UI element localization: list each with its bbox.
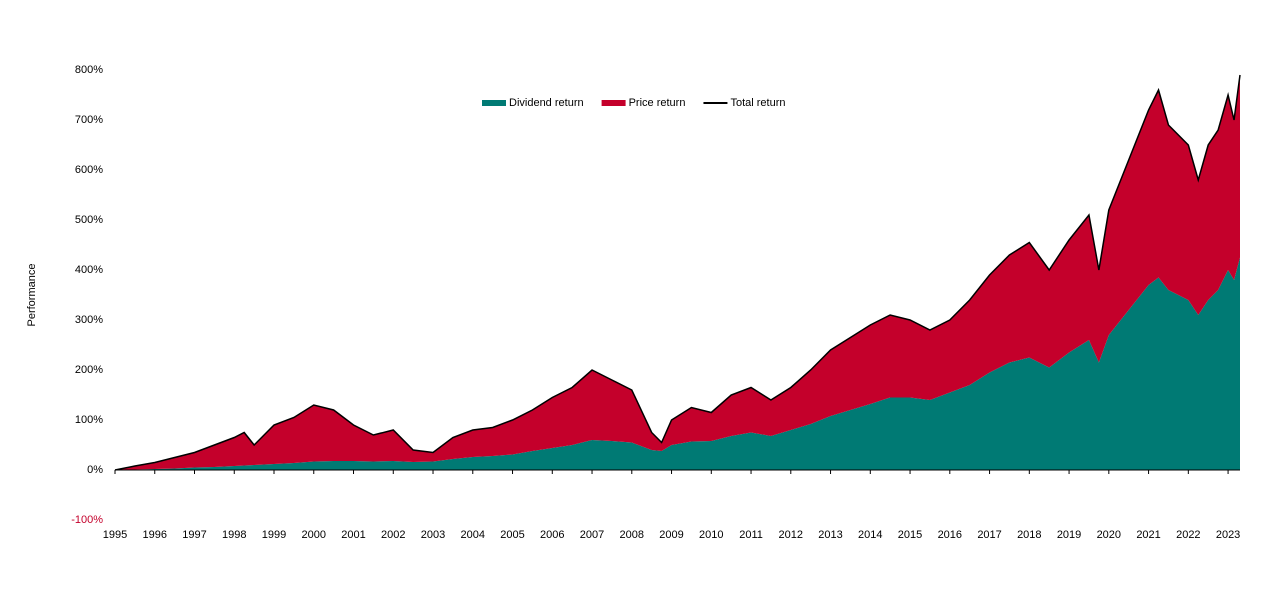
y-tick-label: 800% <box>75 64 103 76</box>
x-tick-label: 2005 <box>500 529 524 541</box>
x-tick-label: 2023 <box>1216 529 1240 541</box>
legend-label: Total return <box>730 97 785 109</box>
x-tick-label: 2017 <box>977 529 1001 541</box>
x-tick-label: 2000 <box>302 529 326 541</box>
x-tick-label: 2020 <box>1097 529 1121 541</box>
x-tick-label: 1995 <box>103 529 127 541</box>
x-tick-label: 1998 <box>222 529 246 541</box>
x-tick-label: 2022 <box>1176 529 1200 541</box>
x-tick-label: 1999 <box>262 529 286 541</box>
legend-label: Dividend return <box>509 97 584 109</box>
x-tick-label: 2009 <box>659 529 683 541</box>
y-tick-label: 300% <box>75 314 103 326</box>
y-tick-label: 100% <box>75 414 103 426</box>
x-tick-label: 2008 <box>620 529 644 541</box>
legend-swatch <box>482 100 506 106</box>
x-tick-label: 2021 <box>1136 529 1160 541</box>
legend-label: Price return <box>629 97 686 109</box>
x-tick-label: 2001 <box>341 529 365 541</box>
y-tick-label: 500% <box>75 214 103 226</box>
line <box>114 74 1241 471</box>
area <box>115 257 1240 470</box>
x-tick-label: 2014 <box>858 529 882 541</box>
x-tick-label: 2002 <box>381 529 405 541</box>
x-tick-label: 2006 <box>540 529 564 541</box>
legend-swatch <box>601 100 626 106</box>
x-tick-label: 2011 <box>739 529 763 541</box>
x-tick-label: 2004 <box>461 529 485 541</box>
x-tick-label: 2010 <box>699 529 723 541</box>
x-tick-label: 2007 <box>580 529 604 541</box>
x-tick-label: 2018 <box>1017 529 1041 541</box>
x-tick-label: 2016 <box>938 529 962 541</box>
x-tick-label: 2015 <box>898 529 922 541</box>
x-tick-label: 1997 <box>182 529 206 541</box>
y-tick-label: -100% <box>71 514 103 526</box>
y-axis-label: Performance <box>26 264 38 327</box>
y-tick-label: 600% <box>75 164 103 176</box>
y-tick-label: 700% <box>75 114 103 126</box>
x-tick-label: 2019 <box>1057 529 1081 541</box>
y-tick-label: 400% <box>75 264 103 276</box>
x-tick-label: 2013 <box>818 529 842 541</box>
x-tick-label: 1996 <box>143 529 167 541</box>
x-tick-label: 2012 <box>779 529 803 541</box>
y-tick-label: 200% <box>75 364 103 376</box>
area <box>115 75 1240 470</box>
x-tick-label: 2003 <box>421 529 445 541</box>
y-tick-label: 0% <box>87 464 103 476</box>
